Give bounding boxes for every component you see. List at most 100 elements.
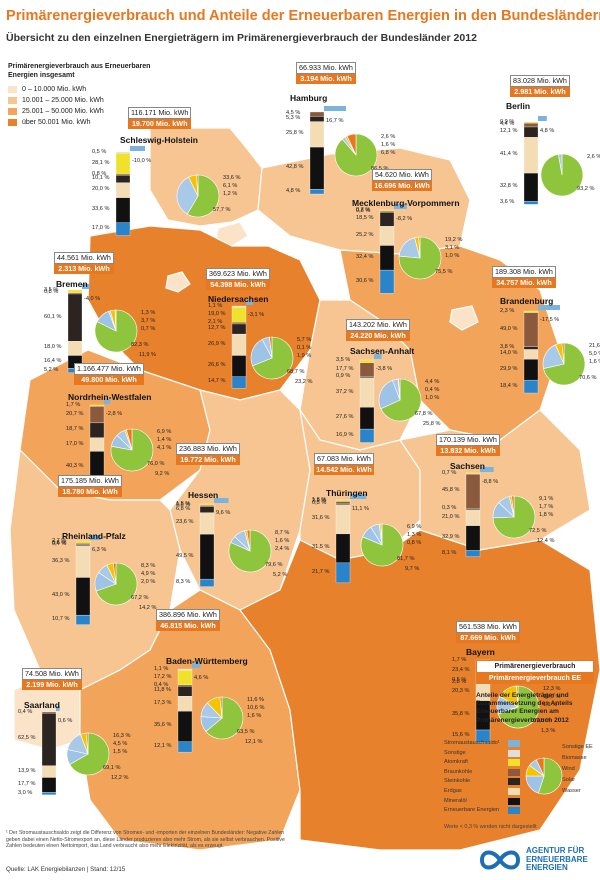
stack-value-label: 2,7 % [52, 538, 67, 545]
stack-value-label: 33,6 % [92, 206, 110, 213]
stack-value-label: 6,8 % [176, 505, 191, 512]
state-charts-layer [41, 106, 586, 795]
stack-segment-bb-2 [523, 346, 539, 350]
pie-value-label: 10,6 % [247, 705, 265, 711]
pie-value-label: 1,0 % [445, 253, 460, 259]
stack-segment-bw-2 [177, 684, 193, 687]
stack-value-label: 49,5 % [176, 552, 194, 559]
stack-value-label: 20,3 % [452, 688, 470, 695]
aee-logo: AGENTUR FÜR ERNEUERBARE ENERGIEN [478, 844, 594, 876]
key-swatch [508, 807, 520, 815]
pie-slice-bw-biomass [205, 696, 244, 740]
stack-value-label: 18,5 % [356, 215, 374, 222]
stack-segment-hb-3 [67, 341, 83, 356]
pie-slice-sh-biomass [186, 174, 220, 218]
stromaustausch-label: -10,0 % [132, 158, 152, 164]
stromaustausch-bar-bw [192, 663, 201, 668]
total-consumption: 116.171 Mio. kWh [128, 107, 192, 119]
stack-value-label: 28,1 % [92, 159, 110, 166]
germany-map [9, 106, 600, 850]
pie-slice-ni-minor-2 [269, 336, 273, 359]
stack-value-label: 10,1 % [92, 175, 110, 182]
total-consumption: 1.166.477 Mio. kWh [74, 363, 144, 375]
pie-main-label: 70,6 % [579, 375, 597, 381]
logo-line-2: ERNEUERBARE [526, 854, 588, 864]
stromaustausch-bar-nw [104, 399, 111, 404]
pie-value-label: 1,6 % [589, 359, 600, 365]
stack-segment-bb-3 [523, 349, 539, 360]
pie-extra-label: 1,3 % [541, 728, 556, 734]
pie-value-label: 1,8 % [539, 512, 554, 518]
stack-value-label: 3,0 % [18, 789, 33, 796]
state-name-hh: Hamburg [290, 93, 328, 103]
ee-consumption: 87.669 Mio. kWh [456, 633, 520, 643]
total-consumption: 74.508 Mio. kWh [22, 668, 82, 680]
stromaustausch-label: 9,6 % [216, 510, 231, 516]
stack-segment-mv-3 [379, 226, 395, 246]
stack-value-label: 19,0 % [208, 310, 226, 317]
state-shape-be [449, 305, 479, 331]
state-value-box-sh: 116.171 Mio. kWh 19.700 Mio. kWh [128, 107, 192, 129]
stack-segment-hh-2 [309, 121, 325, 148]
stack-value-label: 31,6 % [312, 515, 330, 522]
pie-value-label: 6,1 % [223, 183, 238, 189]
state-name-ni: Niedersachsen [208, 294, 269, 304]
ee-consumption: 2.313 Mio. kWh [54, 264, 114, 274]
stack-value-label: 23,6 % [176, 519, 194, 526]
stack-value-label: 0,7 % [356, 206, 371, 213]
state-name-th: Thüringen [326, 488, 368, 498]
chart-key-panel: Primärenergieverbrauch Primärenergieverb… [476, 660, 594, 725]
stack-segment-th-1 [335, 501, 351, 504]
stack-segment-rp-3 [75, 545, 91, 578]
stack-value-label: 0,5 % [452, 677, 467, 684]
pie-extra-label: 5,2 % [273, 572, 288, 578]
stack-segment-rp-2 [75, 544, 91, 546]
logo-line-3: ENERGIEN [526, 863, 568, 873]
stack-segment-mv-2 [379, 212, 395, 227]
pie-slice-th-minor-2 [380, 523, 383, 546]
stack-value-label: 32,4 % [356, 253, 374, 260]
ee-consumption: 46.815 Mio. kWh [156, 621, 220, 631]
key-total-box: Primärenergieverbrauch [476, 660, 594, 673]
key-ee-label: Biomasse [562, 755, 587, 761]
pie-value-label: 1,1 % [543, 702, 558, 708]
state-shape-hb [165, 271, 191, 293]
stromaustausch-bar-ni [246, 300, 253, 305]
stack-segment-bw-1 [177, 670, 193, 686]
pie-main-label: 67,8 % [533, 718, 551, 724]
pie-value-label: 1,3 % [141, 310, 156, 316]
key-ee-label: Sonstige EE [562, 744, 593, 750]
stack-value-label: 23,4 % [452, 666, 470, 673]
stack-value-label: 0,3 % [312, 500, 327, 507]
stromaustausch-bar-hb [82, 284, 90, 289]
stack-segment-be-3 [523, 137, 539, 174]
stack-segment-sh-4 [115, 182, 131, 198]
total-consumption: 54.620 Mio. kWh [372, 169, 432, 181]
stack-value-label: 17,0 % [92, 225, 110, 232]
legend-label: 0 – 10.000 Mio. kWh [22, 86, 87, 93]
pie-slice-st-biomass [380, 378, 422, 422]
stack-segment-sh-1 [115, 153, 131, 175]
stack-value-label: 40,3 % [66, 463, 84, 470]
pie-value-label: 1,6 % [275, 538, 290, 544]
total-consumption: 67.083 Mio. kWh [314, 453, 374, 465]
stack-segment-sl-1 [41, 713, 57, 766]
stack-segment-be-1 [523, 123, 539, 128]
pie-value-label: 2,6 % [587, 154, 600, 160]
state-name-mv: Mecklenburg-Vorpommern [352, 198, 460, 208]
stack-segment-nw-0 [89, 404, 105, 407]
stack-segment-st-3 [359, 377, 375, 408]
stack-segment-mv-4 [379, 245, 395, 271]
key-label: Braunkohle [444, 768, 473, 775]
pie-slice-sl-minor-2 [85, 732, 89, 755]
ee-consumption: 14.542 Mio. kWh [314, 465, 374, 475]
stack-value-label: 10,7 % [52, 615, 70, 622]
ee-consumption: 18.780 Mio. kWh [58, 487, 122, 497]
pie-slice-nw-minor-2 [126, 428, 133, 451]
pie-slice-rp-biomass [95, 562, 138, 606]
pie-value-label: 4,1 % [157, 445, 172, 451]
pie-value-label: 1,3 % [407, 532, 422, 538]
key-swatch [508, 778, 520, 786]
stack-value-label: 3,6 % [500, 198, 515, 205]
stack-value-label: 4,8 % [286, 187, 301, 194]
